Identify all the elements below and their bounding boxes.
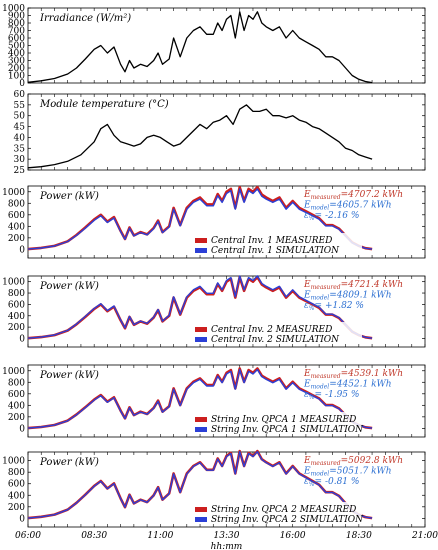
y-tick-label: 200 — [8, 234, 25, 244]
y-tick-label: 600 — [8, 480, 25, 490]
energy-annotation: Emodel=4809.1 kWh — [303, 291, 392, 302]
y-tick-label: 800 — [8, 468, 25, 478]
series-line — [27, 450, 373, 519]
series-line — [27, 275, 373, 339]
y-tick-label: 400 — [8, 312, 25, 322]
legend-entry: Central Inv. 1 MEASURED — [211, 236, 332, 246]
plot-frame — [27, 93, 426, 171]
y-tick-label: 1000 — [2, 457, 25, 467]
panel-label: Power (kW) — [39, 281, 99, 292]
y-tick-label: 800 — [8, 289, 25, 299]
y-tick-label: 40 — [14, 133, 26, 143]
panel-label: Power (kW) — [39, 191, 99, 202]
energy-annotation: Emodel=4452.1 kWh — [303, 380, 392, 391]
y-tick-label: 25 — [14, 166, 26, 176]
y-tick-label: 1000 — [2, 278, 25, 288]
y-tick-label: 600 — [8, 34, 25, 44]
y-tick-label: 400 — [8, 401, 25, 411]
energy-annotation: Emeasured=4707.2 kWh — [303, 190, 403, 201]
series-line — [27, 368, 373, 429]
energy-annotation: ε%= -0.81 % — [304, 477, 359, 488]
x-axis-label: hh:mm — [211, 542, 243, 550]
x-tick-label: 13:30 — [214, 531, 240, 541]
y-tick-label: 45 — [14, 123, 26, 133]
y-tick-label: 0 — [19, 424, 25, 434]
series-line — [27, 185, 373, 251]
legend-entry: Central Inv. 2 SIMULATION — [211, 335, 340, 345]
y-tick-label: 900 — [8, 12, 25, 22]
energy-annotation: Emeasured=5092.8 kWh — [303, 456, 403, 467]
y-tick-label: 400 — [8, 222, 25, 232]
series-line — [27, 104, 373, 169]
energy-annotation: Emeasured=4539.1 kWh — [303, 369, 403, 380]
y-tick-label: 300 — [8, 57, 25, 67]
panel-label: Module temperature (°C) — [39, 99, 169, 110]
y-tick-label: 200 — [8, 323, 25, 333]
legend-entry: Central Inv. 1 SIMULATION — [211, 246, 340, 256]
y-tick-label: 1000 — [2, 188, 25, 198]
panel-label: Power (kW) — [39, 370, 99, 381]
legend-swatch — [195, 417, 207, 422]
y-tick-label: 1000 — [2, 367, 25, 377]
y-tick-label: 50 — [14, 112, 26, 122]
y-tick-label: 400 — [8, 49, 25, 59]
series-line — [27, 188, 373, 250]
y-tick-label: 600 — [8, 390, 25, 400]
y-tick-label: 0 — [19, 514, 25, 524]
energy-annotation: ε%= -2.16 % — [304, 211, 359, 222]
x-tick-label: 18:30 — [346, 531, 372, 541]
x-tick-label: 11:00 — [147, 531, 173, 541]
legend-entry: String Inv. QPCA 1 MEASURED — [211, 415, 356, 425]
x-tick-label: 16:00 — [280, 531, 306, 541]
legend-box — [192, 502, 362, 524]
energy-annotation: ε%= +1.82 % — [304, 301, 364, 312]
y-tick-label: 30 — [14, 155, 26, 165]
y-tick-label: 200 — [8, 413, 25, 423]
legend-swatch — [195, 517, 207, 522]
energy-annotation: Emodel=5051.7 kWh — [303, 467, 392, 478]
legend-box — [192, 322, 362, 344]
legend-box — [192, 233, 362, 255]
y-tick-label: 1000 — [2, 4, 25, 14]
y-tick-label: 0 — [19, 245, 25, 255]
y-tick-label: 100 — [8, 72, 25, 82]
legend-swatch — [195, 327, 207, 332]
legend-entry: String Inv. QPCA 2 SIMULATION — [211, 515, 364, 525]
y-tick-label: 0 — [19, 79, 25, 89]
x-tick-label: 06:00 — [15, 531, 41, 541]
y-tick-label: 400 — [8, 491, 25, 501]
series-line — [27, 11, 373, 84]
y-tick-label: 0 — [19, 334, 25, 344]
y-tick-label: 200 — [8, 64, 25, 74]
y-tick-label: 800 — [8, 199, 25, 209]
y-tick-label: 200 — [8, 503, 25, 513]
legend-swatch — [195, 238, 207, 243]
x-tick-label: 21:00 — [411, 531, 438, 541]
panel-label: Irradiance (W/m²) — [39, 13, 131, 24]
legend-swatch — [195, 507, 207, 512]
y-tick-label: 600 — [8, 211, 25, 221]
energy-annotation: Emodel=4605.7 kWh — [303, 201, 392, 212]
legend-box — [192, 412, 362, 434]
legend-entry: Central Inv. 2 MEASURED — [211, 325, 332, 335]
y-tick-label: 700 — [8, 27, 25, 37]
energy-annotation: ε%= -1.95 % — [304, 390, 359, 401]
y-tick-label: 55 — [14, 101, 26, 111]
legend-entry: String Inv. QPCA 2 MEASURED — [211, 505, 356, 515]
y-tick-label: 800 — [8, 19, 25, 29]
energy-annotation: Emeasured=4721.4 kWh — [303, 280, 403, 291]
x-tick-label: 08:30 — [81, 531, 107, 541]
y-tick-label: 60 — [14, 90, 26, 100]
y-tick-label: 500 — [8, 42, 25, 52]
legend-entry: String Inv. QPCA 1 SIMULATION — [211, 425, 364, 435]
legend-swatch — [195, 337, 207, 342]
y-tick-label: 600 — [8, 300, 25, 310]
y-tick-label: 800 — [8, 378, 25, 388]
legend-swatch — [195, 248, 207, 253]
panel-label: Power (kW) — [39, 457, 99, 468]
y-tick-label: 35 — [14, 144, 26, 154]
legend-swatch — [195, 427, 207, 432]
